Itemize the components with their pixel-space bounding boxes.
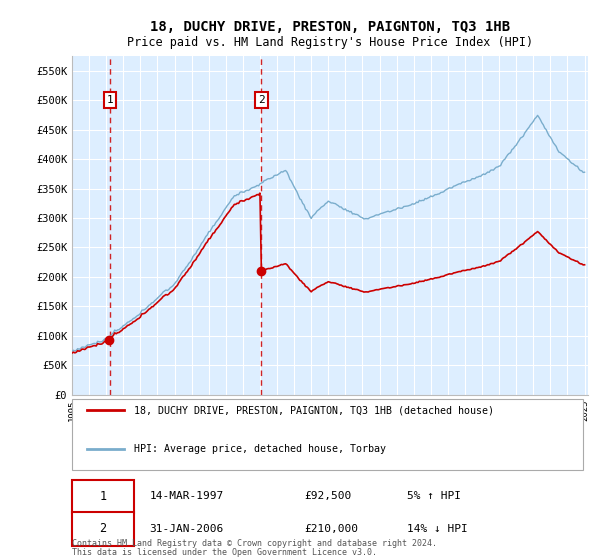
FancyBboxPatch shape <box>72 399 583 470</box>
Text: 5% ↑ HPI: 5% ↑ HPI <box>407 492 461 501</box>
Text: £210,000: £210,000 <box>304 524 358 534</box>
Text: 14-MAR-1997: 14-MAR-1997 <box>149 492 224 501</box>
Text: Price paid vs. HM Land Registry's House Price Index (HPI): Price paid vs. HM Land Registry's House … <box>127 36 533 49</box>
FancyBboxPatch shape <box>72 512 134 545</box>
Text: 1: 1 <box>100 490 107 503</box>
Text: 2: 2 <box>258 95 265 105</box>
Text: 18, DUCHY DRIVE, PRESTON, PAIGNTON, TQ3 1HB: 18, DUCHY DRIVE, PRESTON, PAIGNTON, TQ3 … <box>150 20 510 34</box>
Text: 1: 1 <box>106 95 113 105</box>
Text: £92,500: £92,500 <box>304 492 352 501</box>
Text: 2: 2 <box>100 522 107 535</box>
Text: 18, DUCHY DRIVE, PRESTON, PAIGNTON, TQ3 1HB (detached house): 18, DUCHY DRIVE, PRESTON, PAIGNTON, TQ3 … <box>134 405 494 415</box>
Text: Contains HM Land Registry data © Crown copyright and database right 2024.: Contains HM Land Registry data © Crown c… <box>72 539 437 548</box>
FancyBboxPatch shape <box>72 479 134 514</box>
Text: HPI: Average price, detached house, Torbay: HPI: Average price, detached house, Torb… <box>134 444 386 454</box>
Text: 31-JAN-2006: 31-JAN-2006 <box>149 524 224 534</box>
Text: This data is licensed under the Open Government Licence v3.0.: This data is licensed under the Open Gov… <box>72 548 377 557</box>
Text: 14% ↓ HPI: 14% ↓ HPI <box>407 524 468 534</box>
